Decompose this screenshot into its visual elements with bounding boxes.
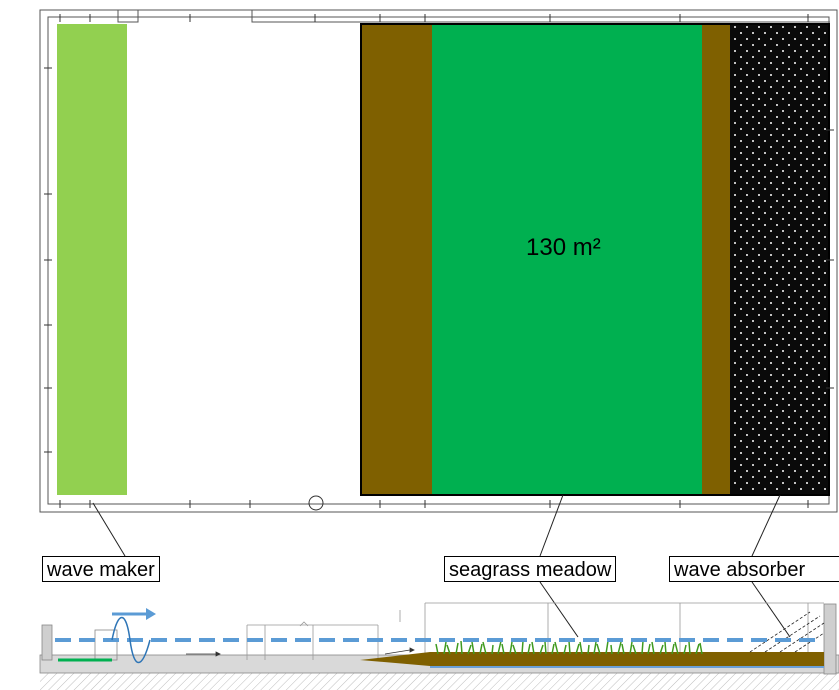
leader-lines xyxy=(92,494,791,638)
wave-maker-zone xyxy=(57,24,127,495)
ground xyxy=(40,673,839,690)
section-view xyxy=(39,602,839,690)
plan-outer-wall xyxy=(39,9,838,513)
wave-absorber-label: wave absorber xyxy=(669,556,839,582)
absorber-section xyxy=(749,611,825,653)
sediment-right xyxy=(702,25,730,494)
wave-direction-arrow xyxy=(112,608,156,620)
section-right-wall xyxy=(823,603,837,675)
wave-maker-label: wave maker xyxy=(42,556,160,582)
section-left-wall xyxy=(41,624,53,661)
seagrass-meadow-zone xyxy=(432,25,702,494)
seagrass-blades xyxy=(435,640,703,655)
sediment-left xyxy=(362,25,432,494)
wave-symbol xyxy=(111,617,151,663)
section-structure xyxy=(246,602,824,660)
area-label: 130 m² xyxy=(526,234,601,261)
seagrass-meadow-label: seagrass meadow xyxy=(444,556,617,582)
slope-arrows xyxy=(186,647,415,657)
plan-view xyxy=(39,9,838,513)
plan-marker xyxy=(308,495,324,511)
plan-wall-detail xyxy=(117,10,830,23)
plan-ticks xyxy=(44,14,834,508)
wave-absorber-zone xyxy=(730,25,828,494)
sediment-ramp xyxy=(360,652,824,666)
